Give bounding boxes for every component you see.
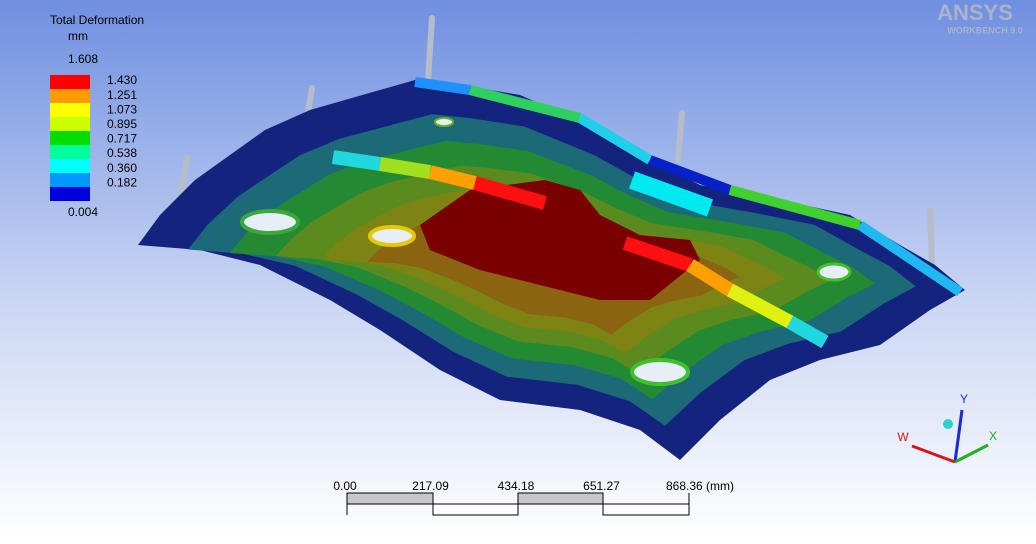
rib-segment bbox=[468, 85, 582, 123]
rib-segment bbox=[428, 165, 477, 190]
axis-triad: Y X W bbox=[897, 392, 997, 464]
support bbox=[927, 207, 935, 268]
legend-swatch bbox=[50, 103, 90, 117]
legend-level: 1.430 bbox=[107, 73, 137, 87]
rib-segment bbox=[473, 176, 547, 210]
legend-swatch bbox=[50, 187, 90, 201]
legend-level: 0.360 bbox=[107, 161, 137, 175]
legend-level: 0.182 bbox=[107, 175, 137, 189]
rib-segment bbox=[786, 315, 829, 349]
plate-contours bbox=[138, 80, 965, 460]
logo: ANSYS WORKBENCH 9.0 bbox=[937, 0, 1023, 35]
hole bbox=[368, 225, 416, 247]
support bbox=[177, 155, 190, 203]
legend-swatch bbox=[50, 131, 90, 145]
hole bbox=[630, 358, 690, 386]
support bbox=[425, 15, 435, 83]
legend-swatch bbox=[50, 173, 90, 187]
rib-segment bbox=[577, 113, 653, 165]
scale-end-label: 868.36 (mm) bbox=[666, 479, 734, 493]
rib-segment bbox=[857, 220, 963, 297]
scale-label: 651.27 bbox=[583, 479, 620, 493]
rib-segment bbox=[628, 171, 714, 217]
z-axis bbox=[911, 444, 956, 464]
rib-segment bbox=[728, 185, 862, 230]
hole bbox=[240, 209, 300, 235]
scale-label: 217.09 bbox=[412, 479, 449, 493]
support bbox=[675, 110, 685, 163]
legend-unit: mm bbox=[68, 29, 88, 43]
ribs bbox=[331, 77, 963, 349]
logo-product: WORKBENCH 9.0 bbox=[947, 25, 1023, 35]
legend-swatch bbox=[50, 75, 90, 89]
legend-min: 0.004 bbox=[68, 205, 98, 219]
legend: Total Deformation mm 1.608 0.004 1.4301.… bbox=[50, 13, 144, 219]
triad-w: W bbox=[897, 430, 909, 444]
legend-swatch bbox=[50, 117, 90, 131]
rib-segment bbox=[648, 155, 732, 195]
scale-label: 434.18 bbox=[498, 479, 535, 493]
hole bbox=[434, 117, 454, 127]
legend-swatch bbox=[50, 89, 90, 103]
triad-x: X bbox=[989, 429, 997, 443]
scale-segment bbox=[432, 503, 519, 516]
scale-segment bbox=[602, 503, 690, 516]
rib-segment bbox=[378, 157, 432, 179]
legend-max: 1.608 bbox=[68, 52, 98, 66]
legend-swatch bbox=[50, 145, 90, 159]
logo-name: ANSYS bbox=[937, 0, 1013, 25]
legend-level: 0.717 bbox=[107, 132, 137, 146]
max-region bbox=[420, 180, 700, 300]
legend-level: 0.538 bbox=[107, 146, 137, 160]
y-axis bbox=[953, 409, 964, 463]
scale-label: 0.00 bbox=[333, 479, 357, 493]
rib-segment bbox=[331, 150, 382, 171]
legend-title: Total Deformation bbox=[50, 13, 144, 27]
hole bbox=[816, 262, 852, 282]
rib-segment bbox=[622, 236, 693, 272]
x-axis bbox=[954, 443, 989, 464]
legend-level: 1.073 bbox=[107, 102, 137, 116]
supports bbox=[177, 15, 935, 268]
rib-segment bbox=[686, 259, 734, 296]
legend-level: 1.251 bbox=[107, 88, 137, 102]
rib-segment bbox=[726, 283, 794, 329]
legend-level: 0.895 bbox=[107, 117, 137, 131]
triad-ball bbox=[943, 419, 953, 429]
holes bbox=[240, 117, 852, 386]
triad-y: Y bbox=[960, 392, 968, 406]
legend-swatch bbox=[50, 159, 90, 173]
scale-segment bbox=[346, 492, 434, 505]
scale-bar: 868.36 (mm) 0.00 217.09 434.18 651.27 bbox=[333, 479, 734, 516]
scale-segment bbox=[517, 492, 604, 505]
rib-segment bbox=[414, 77, 471, 95]
